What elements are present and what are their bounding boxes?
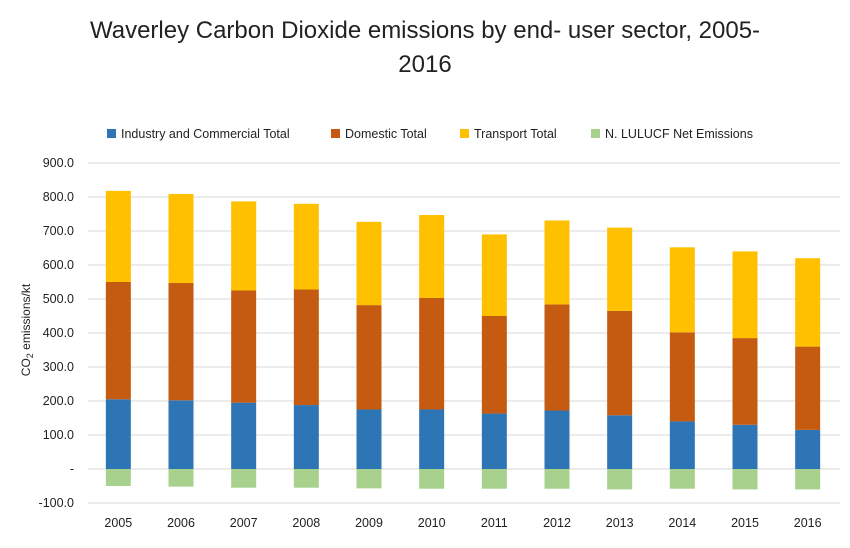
chart-title: Waverley Carbon Dioxide emissions by end… bbox=[0, 14, 850, 82]
legend-label-lulucf: N. LULUCF Net Emissions bbox=[605, 127, 753, 141]
bar-transport-2006 bbox=[168, 193, 194, 284]
bar-lulucf-2015 bbox=[732, 469, 758, 490]
bar-transport-2010 bbox=[419, 215, 445, 298]
x-tick-label-2008: 2008 bbox=[292, 516, 320, 530]
bar-industry-2009 bbox=[356, 409, 382, 469]
bar-lulucf-2013 bbox=[607, 469, 633, 490]
bar-industry-2010 bbox=[419, 409, 445, 469]
x-tick-label-2006: 2006 bbox=[167, 516, 195, 530]
y-tick-label: 700.0 bbox=[43, 224, 74, 238]
bar-industry-2006 bbox=[168, 400, 194, 469]
legend-swatch-lulucf bbox=[591, 129, 600, 139]
bar-industry-2012 bbox=[544, 410, 570, 469]
bar-industry-2014 bbox=[669, 421, 695, 469]
legend-swatch-industry bbox=[107, 129, 116, 139]
legend-item-transport[interactable]: Transport Total bbox=[460, 127, 557, 143]
y-tick-label: 400.0 bbox=[43, 326, 74, 340]
x-tick-label-2011: 2011 bbox=[481, 516, 508, 530]
bar-transport-2005 bbox=[105, 190, 131, 282]
y-tick-label: - bbox=[70, 462, 74, 476]
bar-lulucf-2006 bbox=[168, 469, 194, 487]
bars bbox=[105, 190, 821, 490]
bar-lulucf-2008 bbox=[293, 469, 319, 488]
bar-domestic-2006 bbox=[168, 283, 194, 401]
bar-domestic-2012 bbox=[544, 304, 570, 411]
x-tick-label-2013: 2013 bbox=[606, 516, 634, 530]
bar-lulucf-2007 bbox=[231, 469, 257, 488]
bar-industry-2007 bbox=[231, 402, 257, 469]
bar-transport-2016 bbox=[795, 258, 821, 347]
bar-transport-2015 bbox=[732, 251, 758, 339]
bar-industry-2013 bbox=[607, 415, 633, 469]
bar-lulucf-2011 bbox=[481, 469, 507, 489]
bar-domestic-2005 bbox=[105, 282, 131, 400]
y-tick-label: 800.0 bbox=[43, 190, 74, 204]
legend-item-domestic[interactable]: Domestic Total bbox=[331, 127, 427, 143]
bar-lulucf-2012 bbox=[544, 469, 570, 489]
gridlines bbox=[88, 162, 840, 504]
legend-swatch-transport bbox=[460, 129, 469, 139]
bar-lulucf-2010 bbox=[419, 469, 445, 489]
bar-transport-2014 bbox=[669, 247, 695, 333]
bar-transport-2012 bbox=[544, 220, 570, 305]
y-tick-label: 500.0 bbox=[43, 292, 74, 306]
bar-industry-2011 bbox=[481, 413, 507, 469]
bar-industry-2015 bbox=[732, 424, 758, 469]
bar-industry-2016 bbox=[795, 429, 821, 469]
bar-domestic-2010 bbox=[419, 297, 445, 410]
y-tick-label: -100.0 bbox=[39, 496, 74, 510]
x-tick-label-2010: 2010 bbox=[418, 516, 446, 530]
bar-domestic-2016 bbox=[795, 346, 821, 430]
legend-label-domestic: Domestic Total bbox=[345, 127, 427, 141]
bar-lulucf-2014 bbox=[669, 469, 695, 489]
y-tick-label: 100.0 bbox=[43, 428, 74, 442]
bar-domestic-2014 bbox=[669, 332, 695, 422]
x-tick-label-2015: 2015 bbox=[731, 516, 759, 530]
bar-lulucf-2016 bbox=[795, 469, 821, 490]
bar-transport-2013 bbox=[607, 227, 633, 311]
chart-title-line-1: Waverley Carbon Dioxide emissions by end… bbox=[89, 17, 761, 44]
legend-label-transport: Transport Total bbox=[474, 127, 557, 141]
x-tick-label-2016: 2016 bbox=[794, 516, 822, 530]
x-tick-label-2009: 2009 bbox=[355, 516, 383, 530]
y-tick-label: 600.0 bbox=[43, 258, 74, 272]
x-tick-label-2012: 2012 bbox=[543, 516, 571, 530]
bar-transport-2009 bbox=[356, 221, 382, 306]
legend-item-lulucf[interactable]: N. LULUCF Net Emissions bbox=[591, 127, 753, 143]
bar-transport-2007 bbox=[231, 201, 257, 291]
y-tick-label: 900.0 bbox=[43, 156, 74, 170]
bar-domestic-2013 bbox=[607, 310, 633, 416]
x-axis-ticks: 2005 2006 2007 2008 2009 2010 2011 2012 2013 2014… bbox=[104, 516, 821, 530]
bar-domestic-2009 bbox=[356, 305, 382, 410]
bar-transport-2011 bbox=[481, 234, 507, 316]
bar-domestic-2007 bbox=[231, 290, 257, 403]
bar-industry-2008 bbox=[293, 405, 319, 469]
bar-domestic-2011 bbox=[481, 316, 507, 414]
x-tick-label-2007: 2007 bbox=[230, 516, 258, 530]
y-axis-title-main: CO bbox=[19, 358, 33, 376]
bar-lulucf-2005 bbox=[105, 469, 131, 486]
x-tick-label-2014: 2014 bbox=[668, 516, 696, 530]
chart-title-line-2: 2016 bbox=[398, 51, 452, 78]
x-tick-label-2005: 2005 bbox=[104, 516, 132, 530]
y-axis-title-rest: emissions/kt bbox=[19, 283, 33, 353]
legend-swatch-domestic bbox=[331, 129, 340, 139]
y-axis-title-subscript: 2 bbox=[25, 353, 35, 358]
bar-domestic-2015 bbox=[732, 338, 758, 425]
legend-label-industry: Industry and Commercial Total bbox=[121, 127, 290, 141]
legend-item-industry[interactable]: Industry and Commercial Total bbox=[107, 127, 290, 143]
bar-industry-2005 bbox=[105, 399, 131, 469]
y-tick-label: 300.0 bbox=[43, 360, 74, 374]
y-tick-label: 200.0 bbox=[43, 394, 74, 408]
bar-transport-2008 bbox=[293, 203, 319, 290]
legend: Industry and Commercial Total Domestic T… bbox=[0, 127, 850, 143]
bar-domestic-2008 bbox=[293, 289, 319, 406]
y-axis-title: CO2 emissions/kt bbox=[19, 283, 35, 376]
bar-lulucf-2009 bbox=[356, 469, 382, 489]
y-axis-ticks: -100.0-100.0200.0300.0400.0500.0600.0700… bbox=[39, 156, 75, 510]
